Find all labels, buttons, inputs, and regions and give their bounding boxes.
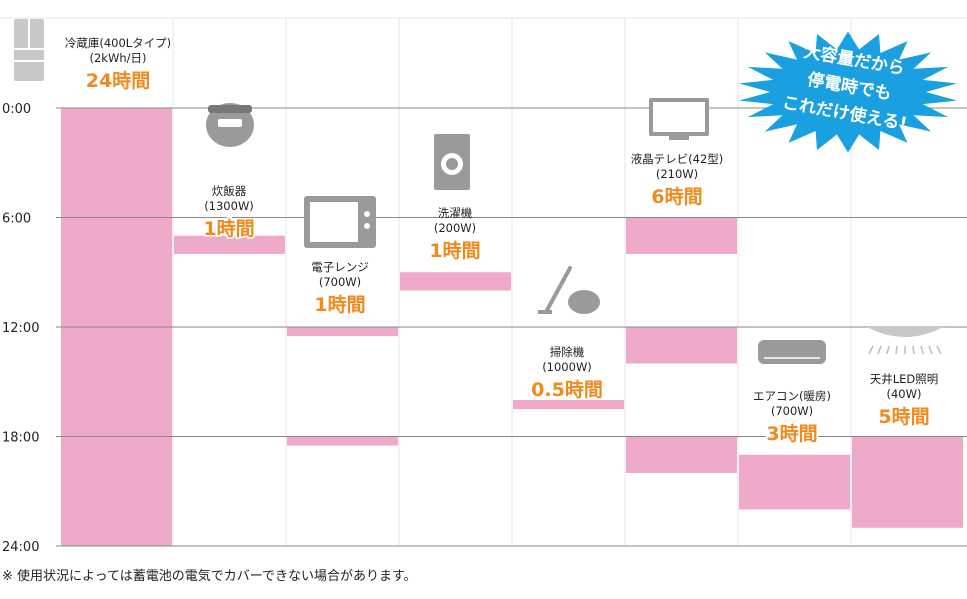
- usage-bar: [626, 327, 737, 364]
- appliance-watt: (700W): [771, 404, 813, 418]
- time-tick-label: 18:00: [2, 431, 39, 446]
- appliance-name: 炊飯器: [212, 184, 247, 198]
- vacuum-cleaner-icon: [538, 266, 600, 314]
- appliance-name: 洗濯機: [438, 206, 473, 220]
- usage-bar: [174, 235, 285, 254]
- usage-bar: [626, 217, 737, 254]
- appliance-label: 冷蔵庫(400Lタイプ)(2kWh/日) 24時間: [65, 36, 171, 94]
- appliance-label: 掃除機(1000W) 0.5時間: [530, 345, 605, 403]
- usage-bar: [513, 400, 624, 410]
- usage-hours: 24時間: [86, 70, 150, 92]
- appliance-icons: [14, 19, 945, 364]
- usage-bar: [852, 436, 963, 528]
- time-tick-label: 0:00: [2, 102, 31, 117]
- appliance-watt: (200W): [434, 221, 476, 235]
- air-conditioner-icon: [758, 340, 826, 364]
- usage-bar: [287, 436, 398, 446]
- appliance-label: 天井LED照明(40W) 5時間: [870, 372, 939, 430]
- usage-bar: [626, 436, 737, 473]
- usage-bar: [400, 272, 511, 291]
- appliance-watt: (1300W): [204, 199, 254, 213]
- refrigerator-icon: [14, 19, 44, 81]
- rice-cooker-icon: [206, 103, 254, 147]
- usage-hours: 3時間: [766, 423, 817, 445]
- microwave-icon: [304, 196, 376, 248]
- appliance-label: エアコン(暖房)(700W) 3時間: [753, 389, 831, 447]
- usage-hours: 5時間: [878, 406, 929, 428]
- appliance-label: 電子レンジ(700W) 1時間: [311, 260, 369, 318]
- capacity-burst-badge: 大容量だから 停電時でも これだけ使える!: [739, 31, 957, 153]
- usage-bar: [287, 327, 398, 337]
- time-tick-label: 6:00: [2, 212, 31, 227]
- appliance-label: 液晶テレビ(42型)(210W) 6時間: [631, 152, 724, 210]
- appliance-name: 冷蔵庫(400Lタイプ): [65, 36, 171, 50]
- burst-shape: [739, 31, 957, 153]
- time-tick-label: 24:00: [2, 540, 39, 555]
- appliance-watt: (1000W): [542, 360, 592, 374]
- usage-hours: 1時間: [203, 218, 254, 240]
- time-axis-labels: 0:00 6:00 12:00 18:00 24:00: [2, 102, 39, 555]
- appliance-watt: (2kWh/日): [90, 51, 147, 65]
- usage-bar: [739, 454, 850, 510]
- time-tick-label: 12:00: [2, 321, 39, 336]
- ceiling-light-icon: [865, 326, 945, 355]
- appliance-name: 掃除機: [550, 345, 585, 359]
- usage-hours: 1時間: [429, 240, 480, 262]
- appliance-label: 洗濯機(200W) 1時間: [428, 206, 482, 264]
- appliance-watt: (700W): [319, 275, 361, 289]
- usage-hours: 0.5時間: [531, 379, 603, 401]
- footnote: ※ 使用状況によっては蓄電池の電気でカバーできない場合があります。: [2, 568, 417, 584]
- appliance-name: 天井LED照明: [870, 372, 939, 386]
- usage-hours: 1時間: [314, 294, 365, 316]
- washing-machine-icon: [434, 134, 470, 190]
- appliance-name: エアコン(暖房): [753, 389, 831, 403]
- appliance-labels: 冷蔵庫(400Lタイプ)(2kWh/日)24時間炊飯器(1300W)1時間電子レ…: [65, 36, 939, 447]
- appliance-name: 電子レンジ: [311, 260, 369, 274]
- lcd-tv-icon: [649, 98, 709, 140]
- appliance-watt: (40W): [887, 387, 922, 401]
- appliance-name: 液晶テレビ(42型): [631, 152, 724, 166]
- appliance-label: 炊飯器(1300W) 1時間: [202, 184, 256, 242]
- usage-hours: 6時間: [651, 186, 702, 208]
- appliance-watt: (210W): [656, 167, 698, 181]
